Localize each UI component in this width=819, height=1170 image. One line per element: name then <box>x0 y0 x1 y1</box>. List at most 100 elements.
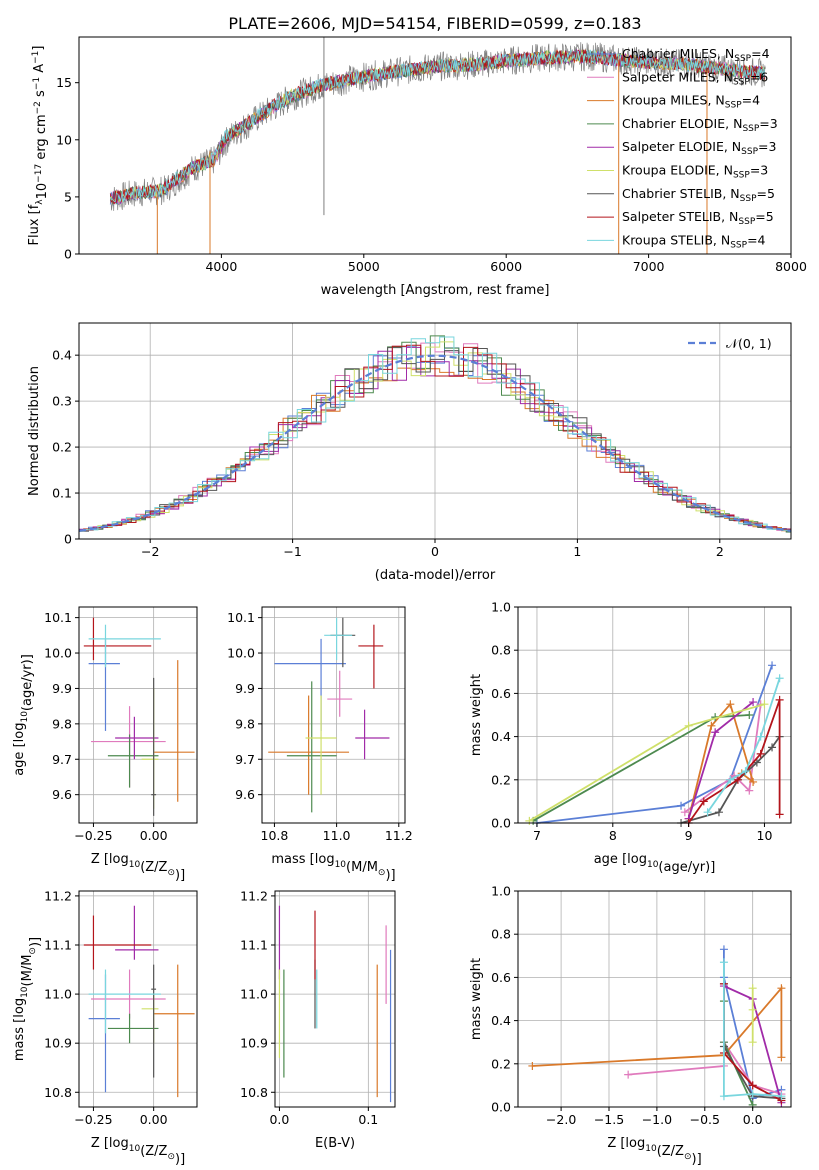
legend-label: Kroupa ELODIE, NSSP=3 <box>622 163 768 181</box>
x-axis-label: (data-model)/error <box>375 568 496 583</box>
y-tick-label: 10.1 <box>227 610 255 625</box>
y-tick-label: 0.2 <box>491 772 511 787</box>
y-tick-label: 9.9 <box>235 681 255 696</box>
legend-label: Chabrier ELODIE, NSSP=3 <box>622 116 778 134</box>
weight-marker <box>745 786 754 795</box>
label-part: Salpeter ELODIE, N <box>622 139 741 154</box>
y-tick-label: 11.2 <box>240 888 268 903</box>
figure-title: PLATE=2606, MJD=54154, FIBERID=0599, z=0… <box>228 14 641 33</box>
y-tick-label: 0.4 <box>52 348 72 363</box>
legend-label: Kroupa STELIB, NSSP=4 <box>622 232 766 250</box>
x-tick-label: −1 <box>283 544 301 559</box>
label-part: =3 <box>758 139 776 154</box>
label-part: Chabrier MILES, N <box>622 46 734 61</box>
weight-marker <box>775 674 784 683</box>
x-tick-label: 7000 <box>633 259 665 274</box>
y-tick-label: 10.8 <box>44 1085 72 1100</box>
y-tick-label: 0.0 <box>491 816 511 831</box>
y-tick-label: 11.0 <box>240 987 268 1002</box>
label-part: SSP <box>738 217 755 227</box>
label-part: Flux [f <box>27 204 42 245</box>
y-tick-label: 11.2 <box>44 888 72 903</box>
label-part: 10 <box>335 860 347 870</box>
y-tick-label: 9.8 <box>235 716 255 731</box>
x-axis-label: Z [log10(Z/Z⊙)] <box>91 852 185 883</box>
label-part: SSP <box>725 101 742 111</box>
model-spectrum-line <box>109 49 766 205</box>
label-part: =4 <box>751 46 769 61</box>
label-part: SSP <box>733 77 750 87</box>
y-tick-label: 0.4 <box>491 1013 511 1028</box>
label-part: mass [log <box>12 998 27 1061</box>
y-tick-label: 9.6 <box>52 787 72 802</box>
weight-marker <box>748 1081 757 1090</box>
weight-marker <box>775 810 784 819</box>
axes-frame <box>517 606 792 824</box>
label-part: 10 <box>35 183 50 200</box>
model-spectrum-line <box>109 48 766 203</box>
y-tick-label: 11.1 <box>44 938 72 953</box>
weight-marker <box>768 661 777 670</box>
weight-marker <box>768 743 777 752</box>
y-tick-label: 0.6 <box>491 686 511 701</box>
label-part: =3 <box>759 116 777 131</box>
label-part: Kroupa STELIB, N <box>622 232 730 247</box>
x-tick-label: 5000 <box>348 259 380 274</box>
x-tick-label: 11.2 <box>385 828 413 843</box>
x-tick-label: 0 <box>431 544 439 559</box>
y-tick-label: 1.0 <box>491 600 511 615</box>
x-tick-label: 6000 <box>490 259 522 274</box>
label-part: SSP <box>742 124 759 134</box>
weight-marker <box>756 749 765 758</box>
label-part: Chabrier ELODIE, N <box>622 116 742 131</box>
x-axis-label: Z [log10(Z/Z⊙)] <box>91 1136 185 1167</box>
weight-marker <box>528 1061 537 1070</box>
weight-marker <box>745 711 754 719</box>
label-part: ⊙ <box>28 947 38 955</box>
y-tick-label: 9.7 <box>52 752 72 767</box>
weight-marker <box>714 808 723 817</box>
y-tick-label: 9.6 <box>235 787 255 802</box>
weight-marker <box>680 808 689 817</box>
normal-curve <box>79 354 791 532</box>
label-part: )] <box>175 1152 185 1167</box>
label-part: ⊙ <box>167 1152 175 1162</box>
label-part: A <box>32 64 47 77</box>
weight-marker <box>624 1070 633 1079</box>
label-part: Kroupa ELODIE, N <box>622 163 733 178</box>
label-part: Z [log <box>91 852 129 867</box>
label-part: 10 <box>20 986 30 998</box>
x-axis-label: Z [log10(Z/Z⊙)] <box>607 1136 701 1167</box>
x-tick-label: 4000 <box>205 259 237 274</box>
weight-marker <box>777 1092 786 1101</box>
y-tick-label: 0 <box>64 532 72 547</box>
label-part: λ <box>35 199 45 205</box>
x-tick-label: 0.0 <box>269 1112 289 1127</box>
weight-series-line <box>723 962 782 1098</box>
x-tick-label: −0.5 <box>690 1112 720 1127</box>
legend-label: Chabrier STELIB, NSSP=5 <box>622 186 775 204</box>
label-part: Salpeter STELIB, N <box>622 209 738 224</box>
x-tick-label: 10.8 <box>261 828 289 843</box>
weight-series-line <box>536 664 773 824</box>
legend-label: Salpeter ELODIE, NSSP=3 <box>622 139 776 157</box>
weight-marker <box>726 700 735 709</box>
y-tick-label: 1.0 <box>491 884 511 899</box>
x-tick-label: 8 <box>609 828 617 843</box>
x-tick-label: −0.25 <box>74 828 112 843</box>
label-part: ⊙ <box>378 868 386 878</box>
weight-marker <box>748 1038 757 1047</box>
x-tick-label: −1.0 <box>642 1112 672 1127</box>
label-part: −1 <box>32 77 42 90</box>
y-axis-label: mass weight <box>469 674 484 756</box>
y-axis-label: mass [log10(M/M⊙)] <box>12 937 43 1061</box>
label-part: SSP <box>730 240 747 250</box>
label-part: 10 <box>20 711 30 723</box>
mass-vs-EBV-panel: 0.0 0.1 10.8 10.9 11.0 11.1 11.2 E(B-V) <box>240 888 396 1151</box>
age-vs-Z-panel: −0.25 0.009.69.79.89.910.010.1Z [log10(Z/… <box>12 606 198 883</box>
weight-marker <box>741 767 750 776</box>
axes-frame <box>78 606 198 824</box>
